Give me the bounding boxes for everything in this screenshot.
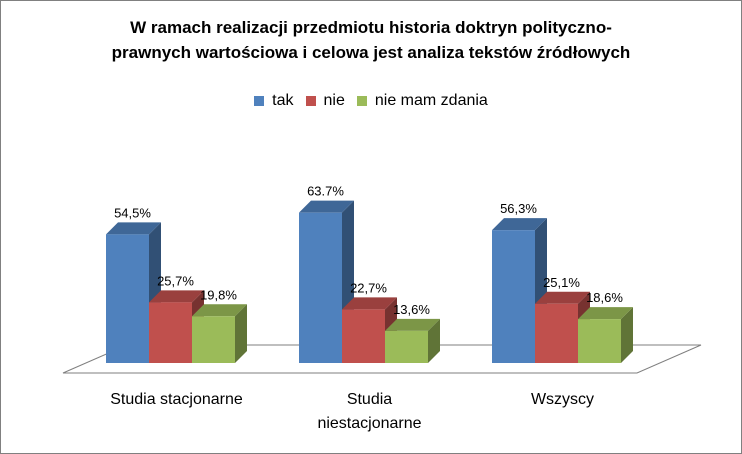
bar-nie-mam-zdania-studia-stacjonarne: [192, 316, 235, 363]
legend-item-nie: nie: [305, 92, 345, 110]
bar-tak-studia-niestacjonarne: [299, 212, 342, 363]
bar-nie-studia-niestacjonarne: [342, 309, 385, 363]
data-label-tak-wszyscy: 56,3%: [500, 201, 537, 216]
legend-item-tak: tak: [254, 92, 294, 110]
chart-title: W ramach realizacji przedmiotu historia …: [61, 15, 681, 65]
bar-side-nie-mam-zdania-wszyscy: [621, 307, 633, 363]
bar-top-nie-mam-zdania-wszyscy: [578, 307, 633, 320]
data-label-nie-studia-stacjonarne: 25,7%: [157, 273, 194, 288]
legend-label-nie-mam-zdania: nie mam zdania: [374, 92, 488, 109]
data-label-nie-wszyscy: 25,1%: [543, 275, 580, 290]
bar-top-nie-studia-stacjonarne: [149, 290, 204, 303]
legend-label-nie: nie: [323, 92, 345, 109]
category-label-wszyscy: Wszyscy: [531, 391, 594, 408]
legend-swatch-nie-mam-zdania: [356, 96, 367, 106]
bar-top-tak-studia-niestacjonarne: [299, 200, 354, 213]
bar-top-tak-wszyscy: [492, 218, 547, 231]
bar-side-nie-mam-zdania-studia-stacjonarne: [235, 304, 247, 363]
data-label-nie-mam-zdania-studia-stacjonarne: 19,8%: [200, 287, 237, 302]
legend-swatch-tak: [254, 96, 265, 106]
chart-title-line-2: prawnych wartościowa i celowa jest anali…: [111, 43, 631, 62]
bar-nie-mam-zdania-studia-niestacjonarne: [385, 330, 428, 363]
bar-nie-wszyscy: [535, 303, 578, 363]
category-label-studia-niestacjonarne-line-2: niestacjonarne: [317, 415, 421, 432]
legend-label-tak: tak: [272, 92, 294, 109]
bar-tak-studia-stacjonarne: [106, 234, 149, 363]
bar-side-nie-mam-zdania-studia-niestacjonarne: [428, 318, 440, 363]
category-label-studia-stacjonarne: Studia stacjonarne: [110, 391, 243, 408]
data-label-tak-studia-stacjonarne: 54,5%: [114, 205, 151, 220]
category-label-studia-niestacjonarne-line-1: Studia: [347, 391, 392, 408]
bar-top-nie-studia-niestacjonarne: [342, 297, 397, 310]
bar-top-nie-mam-zdania-studia-niestacjonarne: [385, 318, 440, 331]
data-label-nie-studia-niestacjonarne: 22,7%: [350, 280, 387, 295]
data-label-nie-mam-zdania-studia-niestacjonarne: 13,6%: [393, 302, 430, 317]
chart-legend: tak nie nie mam zdania: [1, 92, 741, 110]
data-label-nie-mam-zdania-wszyscy: 18,6%: [586, 290, 623, 305]
legend-swatch-nie: [305, 96, 316, 106]
data-label-tak-studia-niestacjonarne: 63.7%: [307, 184, 344, 199]
legend-item-nie-mam-zdania: nie mam zdania: [356, 92, 488, 110]
bar-top-nie-mam-zdania-studia-stacjonarne: [192, 304, 247, 317]
chart-title-line-1: W ramach realizacji przedmiotu historia …: [130, 18, 612, 37]
bar-top-tak-studia-stacjonarne: [106, 222, 161, 235]
bar-tak-wszyscy: [492, 230, 535, 363]
bar-nie-mam-zdania-wszyscy: [578, 319, 621, 363]
bar-top-nie-wszyscy: [535, 291, 590, 304]
bar-nie-studia-stacjonarne: [149, 302, 192, 363]
